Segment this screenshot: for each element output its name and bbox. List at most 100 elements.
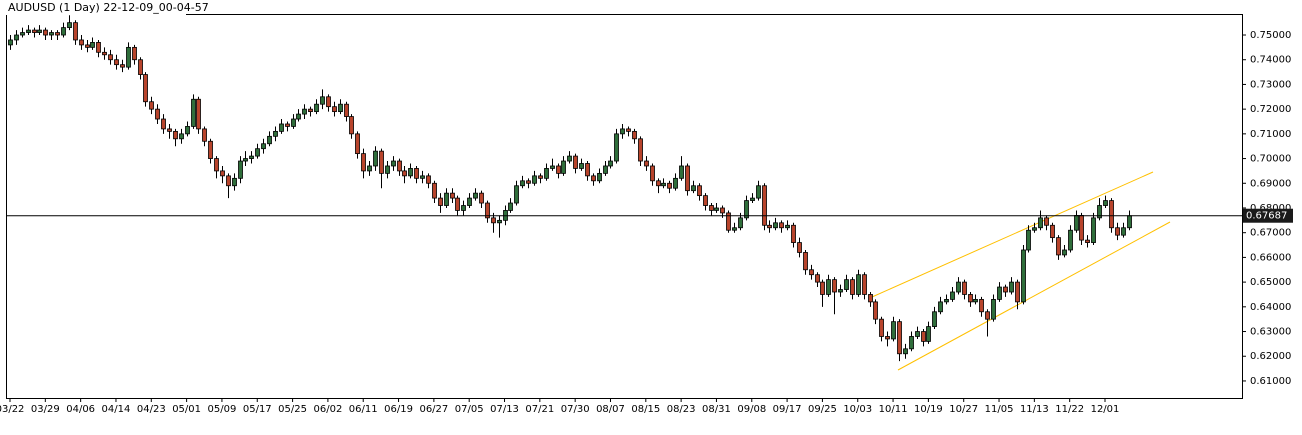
candle-body	[1003, 286, 1008, 293]
candle-body	[73, 22, 78, 41]
candle-body	[161, 118, 166, 130]
candle-body	[903, 348, 908, 355]
candle-body	[167, 128, 172, 132]
x-tick-label: 08/23	[667, 404, 696, 415]
plot-border	[6, 14, 1243, 399]
candle-body	[267, 135, 272, 145]
x-tick-label: 07/30	[561, 404, 590, 415]
x-tick-label: 04/14	[102, 404, 131, 415]
candle-body	[603, 165, 608, 174]
candle-body	[1074, 214, 1079, 231]
candle-body	[14, 34, 19, 41]
candle-body	[732, 227, 737, 231]
candle-body	[597, 172, 602, 182]
candle-body	[438, 197, 443, 206]
candle-body	[96, 42, 101, 53]
candle-body	[220, 170, 225, 177]
y-tick-label: 0.71000	[1250, 129, 1291, 140]
candle-body	[43, 29, 48, 36]
x-tick-label: 07/05	[455, 404, 484, 415]
x-tick-label: 06/19	[384, 404, 413, 415]
candle-body	[90, 42, 95, 48]
candle-body	[467, 197, 472, 206]
candle-body	[608, 160, 613, 167]
candle-body	[879, 318, 884, 337]
candle-body	[473, 192, 478, 199]
candle-body	[155, 108, 160, 120]
channel-lower	[897, 221, 1171, 371]
candle-body	[697, 185, 702, 197]
candle-body	[1044, 217, 1049, 226]
candle-body	[579, 163, 584, 169]
candle-body	[726, 212, 731, 231]
candle-body	[426, 175, 431, 184]
x-tick-label: 07/13	[490, 404, 519, 415]
x-tick-label: 12/01	[1091, 404, 1120, 415]
price-label-box	[1243, 208, 1293, 223]
candle-body	[120, 64, 125, 68]
candle-body	[332, 106, 337, 113]
candle-body	[179, 133, 184, 140]
x-tick-label: 05/25	[278, 404, 307, 415]
x-tick-label: 08/31	[702, 404, 731, 415]
x-tick-label: 03/29	[31, 404, 60, 415]
candle-body	[379, 150, 384, 174]
x-tick-label: 08/15	[631, 404, 660, 415]
x-tick-label: 10/11	[879, 404, 908, 415]
candle-body	[1009, 281, 1014, 293]
candle-body	[921, 331, 926, 342]
candle-body	[661, 182, 666, 187]
candle-body	[491, 217, 496, 224]
candle-body	[638, 138, 643, 162]
candle-body	[1121, 227, 1126, 236]
candle-body	[985, 311, 990, 320]
candle-body	[803, 252, 808, 271]
x-tick-label: 09/17	[773, 404, 802, 415]
chart-title: AUDUSD (1 Day) 22-12-09_00-04-57	[8, 1, 209, 14]
candle-body	[744, 200, 749, 219]
candle-body	[61, 27, 66, 36]
candle-body	[432, 182, 437, 199]
candle-body	[873, 301, 878, 320]
candle-body	[856, 274, 861, 295]
candle-body	[67, 22, 72, 29]
candle-body	[349, 116, 354, 135]
candle-body	[249, 155, 254, 159]
x-tick-label: 06/27	[419, 404, 448, 415]
candle-body	[714, 207, 719, 211]
y-tick-label: 0.73000	[1250, 79, 1291, 90]
candle-body	[279, 123, 284, 132]
candle-body	[302, 108, 307, 115]
candle-body	[891, 321, 896, 340]
candle-body	[185, 126, 190, 135]
x-tick-label: 11/22	[1055, 404, 1084, 415]
candle-body	[414, 168, 419, 179]
candle-body	[408, 168, 413, 177]
candle-body	[520, 180, 525, 187]
candle-body	[385, 165, 390, 174]
x-tick-label: 09/08	[737, 404, 766, 415]
candle-body	[1085, 239, 1090, 243]
candle-body	[1091, 217, 1096, 243]
candle-body	[820, 281, 825, 295]
candle-body	[691, 185, 696, 192]
candle-body	[773, 222, 778, 229]
candle-body	[455, 197, 460, 211]
candle-body	[208, 140, 213, 159]
y-tick-label: 0.62000	[1250, 351, 1291, 362]
candle-body	[591, 175, 596, 182]
candle-body	[508, 202, 513, 211]
candle-body	[320, 96, 325, 105]
candle-body	[138, 59, 143, 75]
candle-body	[750, 197, 755, 201]
candle-body	[8, 39, 13, 46]
candle-body	[314, 103, 319, 113]
x-tick-label: 04/23	[137, 404, 166, 415]
candle-body	[49, 32, 54, 36]
y-tick-label: 0.66000	[1250, 252, 1291, 263]
candle-body	[355, 133, 360, 155]
x-tick-label: 07/21	[525, 404, 554, 415]
candle-body	[797, 242, 802, 253]
candle-body	[20, 32, 25, 36]
